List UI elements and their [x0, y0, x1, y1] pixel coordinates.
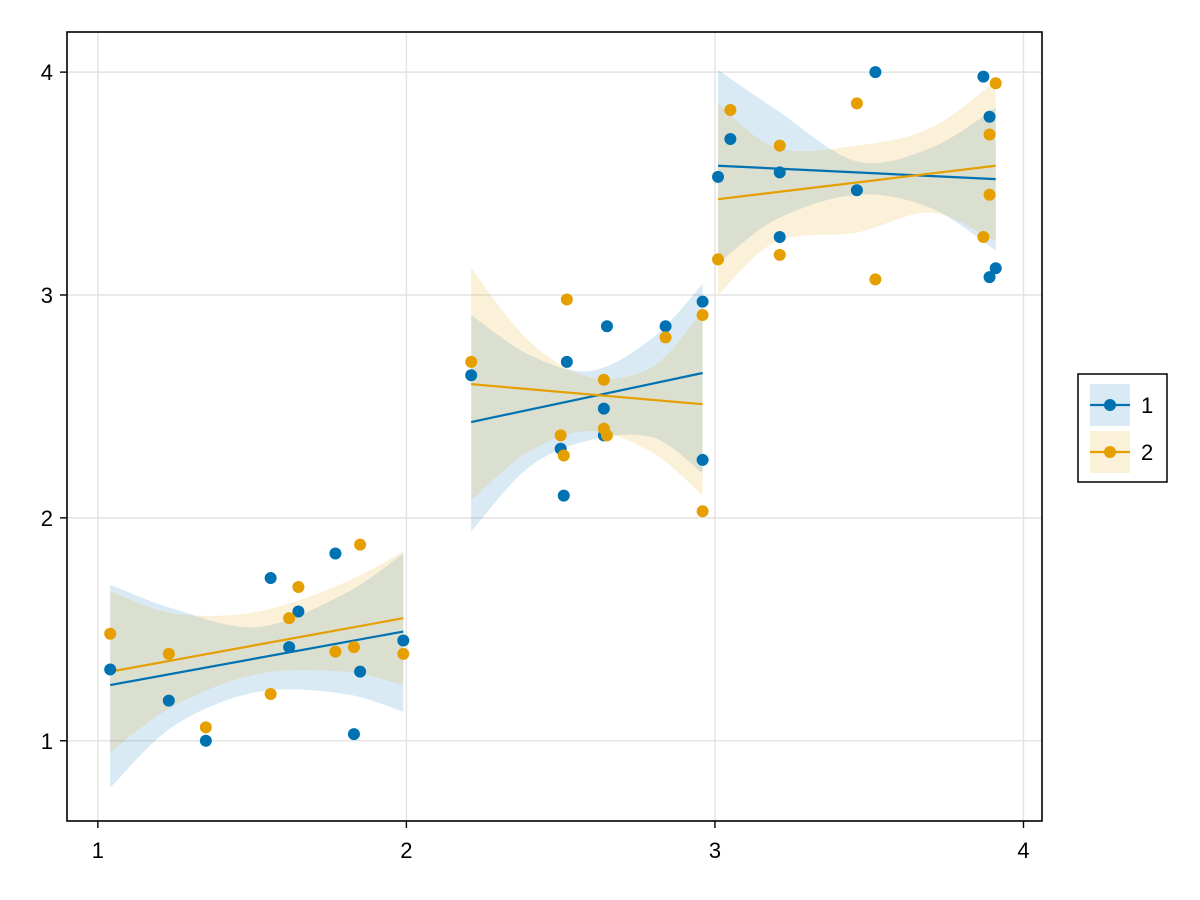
x-tick-label: 2 — [400, 838, 412, 863]
data-point-series-2 — [329, 645, 342, 658]
fit-line-series-1 — [717, 164, 996, 181]
fit-line-series-1 — [470, 371, 703, 424]
legend-label-2: 2 — [1141, 440, 1153, 465]
confidence-band-series-2 — [471, 268, 703, 501]
data-point-series-2 — [283, 612, 296, 625]
data-point-series-1 — [283, 641, 296, 654]
data-point-series-2 — [773, 139, 786, 152]
data-point-series-1 — [292, 605, 305, 618]
confidence-band-series-2 — [110, 551, 404, 752]
y-tick-label: 3 — [41, 283, 53, 308]
data-point-series-1 — [773, 231, 786, 244]
data-point-series-2 — [560, 293, 573, 306]
confidence-bands — [110, 69, 996, 788]
data-point-series-2 — [347, 641, 360, 654]
y-tick-label: 1 — [41, 729, 53, 754]
data-point-series-1 — [347, 728, 360, 741]
y-tick-label: 4 — [41, 60, 53, 85]
data-point-series-1 — [696, 453, 709, 466]
data-point-series-1 — [773, 166, 786, 179]
data-point-series-1 — [600, 320, 613, 333]
data-point-series-1 — [397, 634, 410, 647]
data-point-series-2 — [554, 429, 567, 442]
fit-line-series-2 — [717, 164, 996, 201]
data-point-series-2 — [597, 373, 610, 386]
axis-ticks: 1 2 3 4 1 2 3 4 — [41, 60, 1030, 863]
data-point-series-2 — [162, 647, 175, 660]
data-point-series-1 — [199, 734, 212, 747]
data-point-series-2 — [292, 580, 305, 593]
data-point-series-1 — [724, 132, 737, 145]
legend-box — [1077, 373, 1168, 483]
data-point-series-2 — [712, 253, 725, 266]
data-point-series-1 — [557, 489, 570, 502]
data-point-series-1 — [264, 572, 277, 585]
data-point-series-2 — [869, 273, 882, 286]
fit-line-series-2 — [471, 383, 703, 406]
data-point-series-1 — [560, 355, 573, 368]
data-point-series-1 — [465, 369, 478, 382]
grid — [67, 32, 1042, 821]
data-points — [104, 66, 1002, 747]
confidence-band-series-1 — [718, 69, 996, 264]
y-tick-label: 2 — [41, 506, 53, 531]
data-point-series-1 — [850, 184, 863, 197]
legend-label-1: 1 — [1141, 393, 1153, 418]
fit-line-series-1 — [109, 630, 404, 687]
data-point-series-2 — [104, 627, 117, 640]
fit-lines — [109, 164, 996, 687]
data-point-series-1 — [696, 295, 709, 308]
data-point-series-1 — [712, 170, 725, 183]
data-point-series-1 — [597, 402, 610, 415]
data-point-series-2 — [773, 248, 786, 261]
x-tick-label: 3 — [709, 838, 721, 863]
x-tick-label: 1 — [92, 838, 104, 863]
data-point-series-1 — [989, 262, 1002, 275]
data-point-series-2 — [199, 721, 212, 734]
data-point-series-2 — [600, 429, 613, 442]
data-point-series-1 — [983, 271, 996, 284]
data-point-series-1 — [869, 66, 882, 79]
data-point-series-1 — [354, 665, 367, 678]
data-point-series-2 — [264, 687, 277, 700]
plot-frame — [66, 31, 1043, 822]
data-point-series-1 — [162, 694, 175, 707]
data-point-series-2 — [397, 647, 410, 660]
data-point-series-1 — [329, 547, 342, 560]
data-point-series-2 — [696, 505, 709, 518]
legend: 12 — [1077, 373, 1168, 483]
confidence-band-series-1 — [471, 283, 703, 532]
data-point-series-1 — [104, 663, 117, 676]
data-point-series-2 — [989, 77, 1002, 90]
confidence-band-series-1 — [110, 553, 404, 788]
data-point-series-2 — [465, 355, 478, 368]
x-tick-label: 4 — [1017, 838, 1029, 863]
data-point-series-1 — [983, 110, 996, 123]
data-point-series-2 — [557, 449, 570, 462]
data-point-series-2 — [354, 538, 367, 551]
data-point-series-2 — [659, 331, 672, 344]
data-point-series-2 — [983, 128, 996, 141]
fit-line-series-2 — [109, 617, 404, 673]
data-point-series-1 — [659, 320, 672, 333]
data-point-series-2 — [977, 231, 990, 244]
data-point-series-2 — [696, 309, 709, 322]
data-point-series-1 — [977, 70, 990, 83]
data-point-series-2 — [850, 97, 863, 110]
legend-marker-1 — [1104, 399, 1116, 411]
data-point-series-2 — [983, 188, 996, 201]
data-point-series-2 — [724, 104, 737, 117]
legend-marker-2 — [1104, 446, 1116, 458]
